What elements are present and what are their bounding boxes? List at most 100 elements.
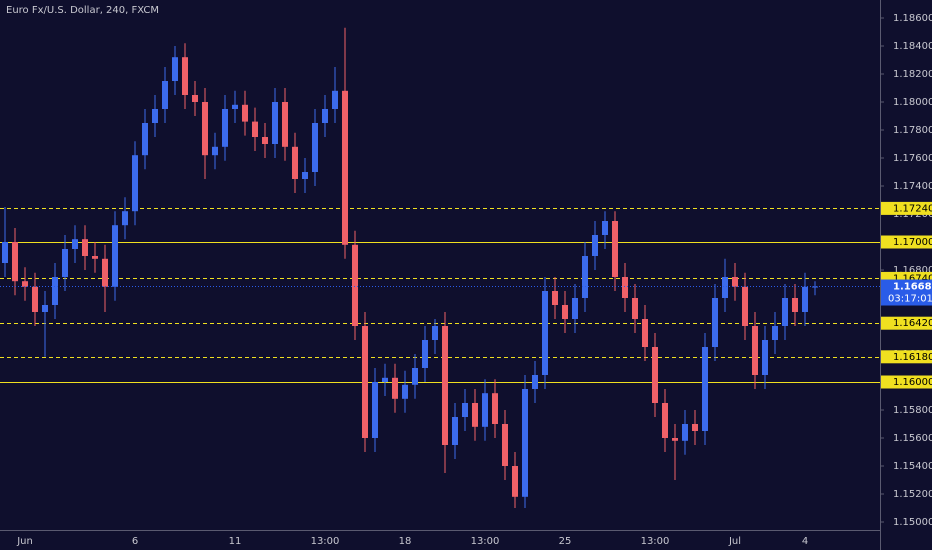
candle-body (692, 424, 698, 431)
candle-body (782, 298, 788, 326)
candle-body (152, 109, 158, 123)
candle-body (752, 326, 758, 375)
candle-body (332, 90, 338, 109)
candle-body (2, 242, 8, 263)
candle-body (552, 291, 558, 305)
y-tick-label: 1.15400 (893, 461, 932, 472)
x-tick-label: 13:00 (311, 536, 340, 547)
x-tick-label: 6 (132, 536, 138, 547)
candle-body (32, 286, 38, 312)
candle-body (652, 347, 658, 403)
candle-body (52, 277, 58, 305)
candle-body (312, 123, 318, 172)
candle-body (412, 368, 418, 385)
candle-body (112, 225, 118, 287)
candle-body (382, 377, 388, 382)
candle-body (242, 104, 248, 122)
candle-body (732, 277, 738, 287)
candle-body (102, 258, 108, 287)
candle-body (482, 393, 488, 427)
y-tick-label: 1.18000 (893, 97, 932, 108)
candle-body (272, 102, 278, 144)
candle-body (72, 239, 78, 249)
candle-body (712, 298, 718, 347)
y-tick-label: 1.15800 (893, 405, 932, 416)
level-tag-label: 1.16000 (893, 377, 932, 388)
y-tick-label: 1.17600 (893, 153, 932, 164)
level-tag-label: 1.16420 (893, 318, 932, 329)
y-tick-label: 1.17400 (893, 181, 932, 192)
candle-body (232, 104, 238, 109)
candle-body (802, 286, 808, 312)
y-tick-label: 1.18200 (893, 69, 932, 80)
x-tick-label: 13:00 (641, 536, 670, 547)
countdown-label: 03:17:01 (888, 294, 932, 305)
candle-body (602, 221, 608, 235)
candle-body (612, 221, 618, 277)
candle-body (182, 57, 188, 95)
level-tag-label: 1.17240 (893, 203, 932, 214)
plot (0, 27, 880, 508)
candle-body (282, 102, 288, 147)
candle-body (672, 438, 678, 441)
y-tick-label: 1.18600 (893, 13, 932, 24)
y-tick-label: 1.17800 (893, 125, 932, 136)
candle-body (122, 211, 128, 226)
level-tag (881, 375, 932, 389)
candle-body (772, 326, 778, 340)
candle-body (452, 417, 458, 445)
candle-body (492, 393, 498, 424)
candle-body (562, 305, 568, 319)
x-tick-label: 25 (559, 536, 572, 547)
candle-body (372, 382, 378, 438)
candle-body (132, 155, 138, 212)
y-tick-label: 1.15000 (893, 517, 932, 528)
level-tag-label: 1.17000 (893, 237, 932, 248)
candle-body (12, 242, 18, 282)
candle-body (622, 277, 628, 298)
candle-body (702, 347, 708, 431)
candle-body (392, 377, 398, 399)
x-tick-label: 13:00 (471, 536, 500, 547)
candle-body (252, 121, 258, 137)
candle-body (512, 466, 518, 497)
y-tick-label: 1.15200 (893, 489, 932, 500)
candle-body (812, 286, 818, 288)
candle-body (262, 137, 268, 144)
candle-body (362, 326, 368, 438)
candle-body (172, 57, 178, 81)
candle-body (522, 389, 528, 497)
level-tag (881, 316, 932, 330)
level-tag (881, 235, 932, 249)
candle-body (582, 256, 588, 298)
candle-body (162, 81, 168, 109)
level-tag-label: 1.16740 (893, 273, 932, 284)
level-tag (881, 201, 932, 215)
candle-body (62, 249, 68, 277)
candle-body (142, 123, 148, 156)
candle-body (532, 375, 538, 389)
last-price-tag (881, 279, 932, 306)
candle-body (662, 403, 668, 438)
candle-body (742, 286, 748, 326)
y-tick-label: 1.15600 (893, 433, 932, 444)
y-tick-label: 1.18400 (893, 41, 932, 52)
candle-body (572, 298, 578, 319)
x-tick-label: Jun (16, 536, 33, 547)
x-tick-label: 4 (802, 536, 808, 547)
chart-title: Euro Fx/U.S. Dollar, 240, FXCM (6, 5, 159, 16)
candle-body (202, 102, 208, 156)
candle-body (792, 298, 798, 312)
candle-body (422, 340, 428, 368)
candle-body (212, 146, 218, 156)
candle-body (542, 291, 548, 375)
candle-body (592, 235, 598, 256)
candle-body (442, 326, 448, 445)
y-tick-label: 1.16800 (893, 265, 932, 276)
x-tick-label: 11 (229, 536, 242, 547)
candle-body (22, 281, 28, 287)
candle-body (302, 172, 308, 179)
candle-body (642, 319, 648, 347)
